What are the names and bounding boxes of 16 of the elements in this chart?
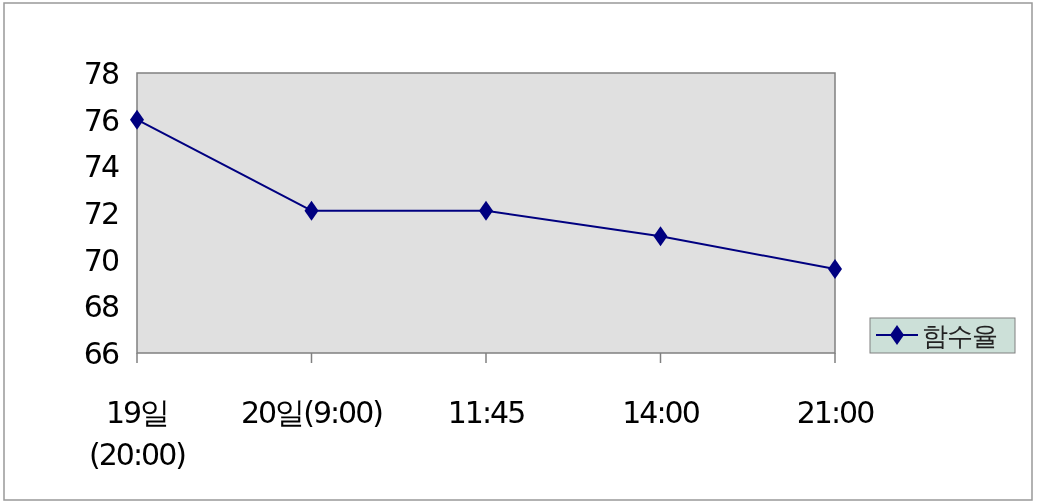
- x-tick-label: 11:45: [447, 395, 525, 430]
- y-tick-label: 74: [83, 149, 119, 185]
- point: [304, 200, 319, 221]
- legend-label: 함수율: [922, 321, 997, 351]
- y-tick-label: 66: [83, 336, 119, 371]
- x-tick-label: 21:00: [796, 395, 875, 430]
- x-tick-label: 19일 (20:00): [89, 395, 186, 472]
- y-tick-label: 72: [83, 196, 118, 231]
- point: [828, 259, 842, 279]
- y-tick-label: 70: [83, 242, 119, 278]
- y-tick-label: 76: [83, 102, 119, 138]
- x-tick-label: 20일(9:00): [241, 395, 383, 430]
- x-tick-label: 14:00: [622, 395, 700, 430]
- y-tick-label: 78: [83, 56, 119, 91]
- y-tick-label: 68: [83, 289, 119, 325]
- point: [653, 226, 668, 247]
